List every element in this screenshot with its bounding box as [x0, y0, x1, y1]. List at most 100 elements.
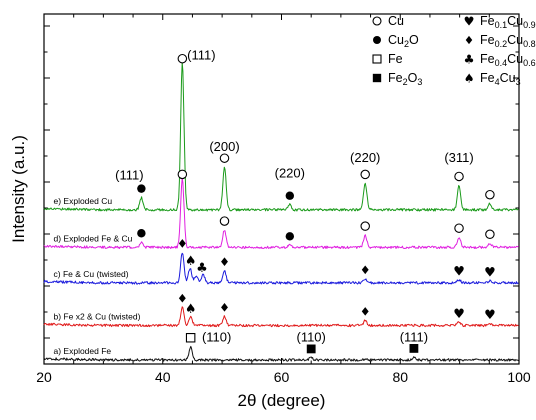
open-circle-marker — [219, 153, 230, 163]
legend-subscript: 0.4 — [495, 58, 508, 68]
spade-marker: ♠ — [185, 302, 197, 317]
legend-entry: Fe2O3 — [388, 71, 422, 87]
legend-subscript: 4 — [495, 77, 500, 87]
open-circle-marker — [485, 189, 495, 200]
heart-marker: ♥ — [453, 264, 465, 279]
x-tick-label: 60 — [274, 369, 290, 385]
legend-entry: Cu2O — [388, 33, 419, 49]
legend-text: Cu — [507, 52, 523, 66]
filled-circle-marker — [137, 229, 146, 238]
legend-entry: Fe — [388, 52, 403, 66]
legend-subscript: 0.1 — [495, 20, 508, 30]
open-circle-marker — [219, 216, 230, 226]
legend-text: Cu — [507, 33, 523, 47]
legend-text: Fe — [388, 52, 403, 66]
diamond-marker — [178, 293, 186, 303]
legend-text: Fe — [480, 71, 495, 85]
legend-subscript: 0.6 — [523, 58, 536, 68]
heart-marker: ♥ — [463, 14, 474, 28]
legend-text: O — [408, 71, 418, 85]
legend-subscript: 0.8 — [523, 39, 536, 49]
peak-annotation: (220) — [350, 150, 380, 165]
legend-subscript: 0.9 — [523, 20, 536, 30]
filled-square-marker — [409, 344, 419, 353]
peak-annotation: (220) — [275, 165, 305, 180]
axes: 20 40 60 80 100 2θ (degree) Intensity (a.u.) — [9, 14, 531, 410]
trace-label: d) Exploded Fe & Cu — [54, 233, 133, 243]
diamond-marker — [361, 307, 369, 316]
trace-label: b) Fe x2 & Cu (twisted) — [54, 311, 141, 321]
open-square-marker — [185, 333, 196, 343]
trace-label: c) Fe & Cu (twisted) — [54, 269, 129, 279]
trace-1 — [43, 177, 519, 249]
legend-entry: Fe0.4Cu0.6 — [480, 52, 536, 68]
legend-entry: Cu — [388, 14, 404, 28]
trace-label: a) Exploded Fe — [54, 346, 112, 356]
filled-square-marker — [372, 73, 382, 83]
club-marker: ♣ — [463, 52, 474, 66]
x-tick-label: 80 — [392, 369, 408, 385]
heart-marker: ♥ — [453, 307, 465, 322]
peak-annotation: (111) — [187, 48, 215, 63]
legend-subscript: 3 — [516, 77, 521, 87]
diamond-marker — [221, 257, 228, 266]
legend-subscript: 2 — [403, 77, 408, 87]
open-circle-marker — [360, 169, 370, 180]
traces — [43, 61, 519, 362]
diamond-marker — [465, 35, 473, 45]
x-tick-label: 100 — [507, 369, 531, 385]
open-circle-marker — [372, 16, 382, 26]
filled-circle-marker — [373, 36, 381, 44]
x-tick-label: 40 — [155, 369, 171, 385]
legend-entry: Fe0.1Cu0.9 — [480, 14, 536, 30]
legend-subscript: 3 — [417, 77, 422, 87]
trace-3 — [43, 306, 519, 328]
peak-annotation: (311) — [444, 150, 473, 165]
trace-labels: e) Exploded Cu d) Exploded Fe & Cu c) Fe &… — [54, 196, 141, 356]
filled-circle-marker — [137, 184, 146, 193]
spade-marker: ♠ — [185, 254, 197, 269]
legend-text: Fe — [480, 14, 495, 28]
peak-annotation: (200) — [209, 139, 239, 154]
open-circle-marker — [454, 223, 464, 233]
open-square-marker — [372, 54, 382, 64]
open-circle-marker — [454, 171, 464, 182]
y-axis-title: Intensity (a.u.) — [9, 135, 28, 243]
legend-text: Cu — [388, 14, 404, 28]
legend-entry: Fe0.2Cu0.8 — [480, 33, 536, 49]
open-circle-marker — [485, 229, 495, 240]
open-circle-marker — [177, 169, 188, 180]
trace-2 — [43, 252, 519, 285]
open-circle-marker — [177, 53, 188, 64]
legend-text: Fe — [480, 52, 495, 66]
peak-annotation: (111) — [400, 330, 428, 345]
legend-text: Fe — [388, 71, 403, 85]
legend-text: O — [409, 33, 419, 47]
filled-circle-marker — [285, 232, 295, 241]
diamond-marker — [178, 239, 186, 248]
legend-subscript: 2 — [404, 39, 409, 49]
peak-annotations: (111) (200) (220) (220) (311) (111) (110) (110)… — [115, 48, 474, 345]
trace-0 — [43, 61, 519, 212]
legend-text: Cu — [500, 71, 516, 85]
filled-square-marker — [306, 344, 316, 354]
heart-marker: ♥ — [484, 265, 496, 280]
legend-text: Cu — [388, 33, 404, 47]
legend-entry: Fe4Cu3 — [480, 71, 521, 87]
x-tick-label: 20 — [36, 369, 52, 385]
diamond-marker — [221, 303, 228, 312]
legend-subscript: 0.2 — [495, 39, 508, 49]
peak-markers: ♠ ♣ ♥ ♥♠ ♥ ♥ — [137, 53, 496, 354]
filled-circle-marker — [285, 191, 295, 200]
heart-marker: ♥ — [484, 308, 496, 323]
trace-label: e) Exploded Cu — [54, 196, 113, 206]
legend-text: Fe — [480, 33, 495, 47]
spade-marker: ♠ — [463, 71, 474, 85]
open-circle-marker — [360, 221, 370, 231]
club-marker: ♣ — [196, 261, 208, 276]
peak-annotation: (110) — [202, 330, 231, 345]
x-axis-title: 2θ (degree) — [238, 391, 326, 410]
diamond-marker — [361, 265, 369, 275]
